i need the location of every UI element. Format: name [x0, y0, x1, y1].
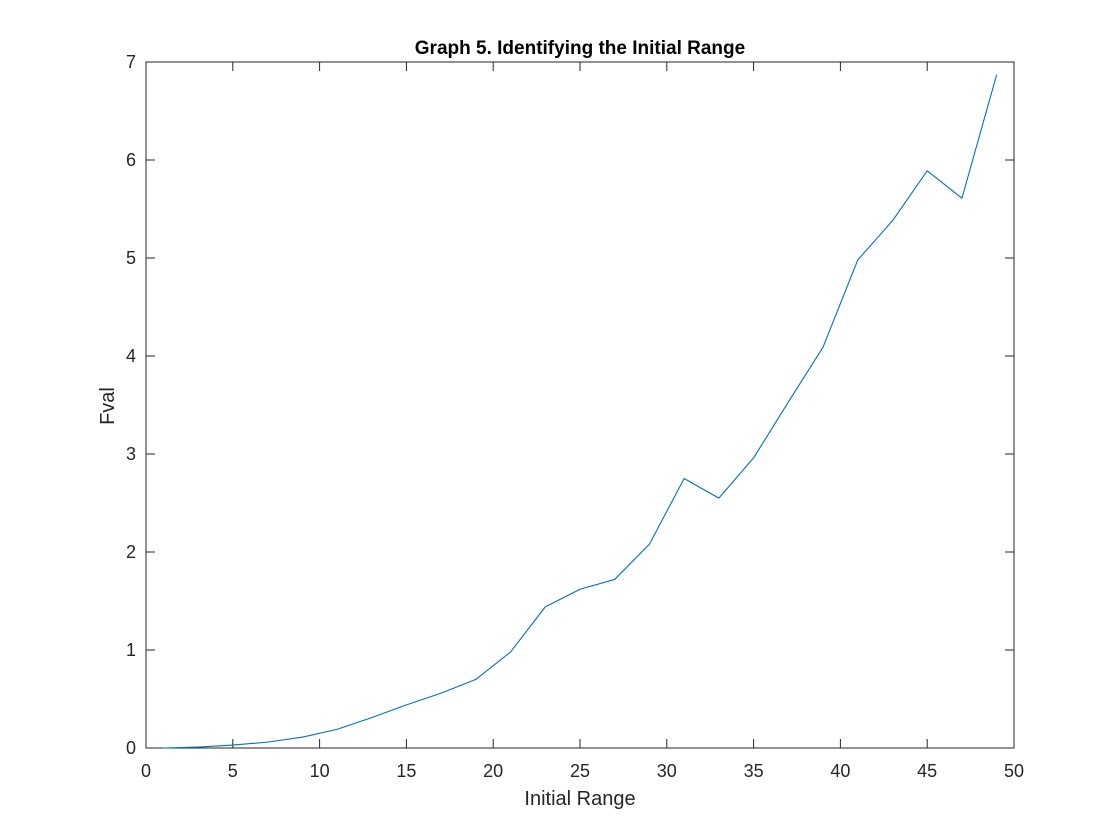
plot-area: [145, 61, 1015, 749]
x-tick-label: 40: [830, 761, 850, 781]
y-tick-label: 4: [126, 346, 136, 366]
x-tick-label: 30: [657, 761, 677, 781]
y-axis-ticks: 0 1 2 3 4 5 6 7: [126, 52, 1014, 758]
y-tick-label: 6: [126, 150, 136, 170]
axes-box: [145, 61, 1015, 749]
x-tick-label: 25: [570, 761, 590, 781]
x-tick-label: 35: [744, 761, 764, 781]
x-tick-label: 5: [228, 761, 238, 781]
chart-title: Graph 5. Identifying the Initial Range: [415, 38, 745, 59]
x-tick-label: 0: [141, 761, 151, 781]
y-tick-label: 2: [126, 542, 136, 562]
x-axis-ticks: 0 5 10 15 20 25 30 35 40 45 50: [141, 62, 1024, 781]
y-axis-label: Fval: [97, 387, 119, 425]
x-tick-label: 10: [310, 761, 330, 781]
y-tick-label: 5: [126, 248, 136, 268]
x-axis-label: Initial Range: [524, 788, 635, 810]
x-tick-label: 15: [396, 761, 416, 781]
y-tick-label: 3: [126, 444, 136, 464]
series-line: [163, 74, 998, 749]
series-layer: [163, 74, 998, 749]
y-tick-label: 7: [126, 52, 136, 72]
x-tick-label: 50: [1004, 761, 1024, 781]
y-tick-label: 0: [126, 738, 136, 758]
x-tick-label: 45: [917, 761, 937, 781]
x-tick-label: 20: [483, 761, 503, 781]
y-tick-label: 1: [126, 640, 136, 660]
